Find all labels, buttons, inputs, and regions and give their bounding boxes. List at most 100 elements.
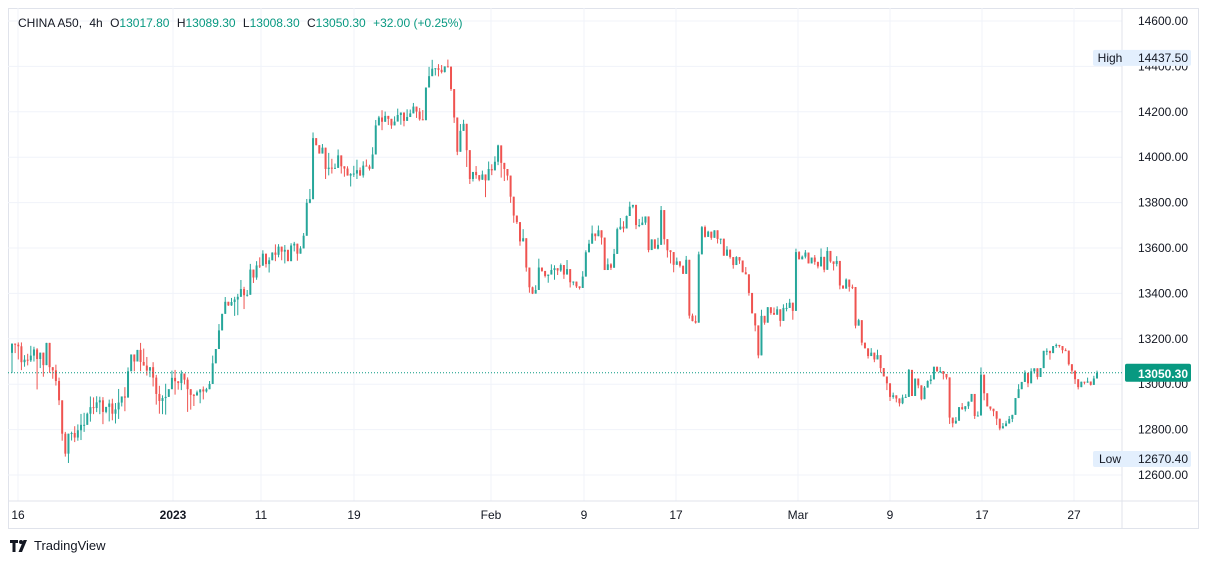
candle-body bbox=[732, 257, 735, 266]
candle-body bbox=[816, 261, 819, 267]
candle-body bbox=[399, 112, 402, 115]
candle-body bbox=[108, 403, 111, 407]
candle-body bbox=[964, 406, 967, 410]
candle-body bbox=[870, 352, 873, 357]
candle-body bbox=[67, 433, 70, 454]
x-tick-label: 27 bbox=[1067, 508, 1081, 522]
candle-body bbox=[766, 307, 769, 323]
candle-body bbox=[246, 294, 249, 296]
candle-body bbox=[939, 371, 942, 373]
candle-body bbox=[566, 269, 569, 275]
candle-body bbox=[983, 374, 986, 394]
change-value: +32.00 (+0.25%) bbox=[373, 16, 463, 30]
candle-body bbox=[293, 243, 296, 246]
brand-name: TradingView bbox=[34, 538, 106, 553]
candle-body bbox=[70, 433, 73, 435]
candle-body bbox=[277, 246, 280, 255]
candle-body bbox=[509, 175, 512, 197]
candle-body bbox=[704, 227, 707, 237]
candle-body bbox=[1058, 344, 1061, 347]
candle-body bbox=[1086, 381, 1089, 383]
candle-body bbox=[954, 420, 957, 424]
candle-body bbox=[776, 309, 779, 315]
candle-body bbox=[788, 302, 791, 308]
candle-body bbox=[48, 342, 51, 368]
candle-body bbox=[89, 407, 92, 414]
candle-body bbox=[638, 225, 641, 227]
candle-body bbox=[522, 238, 525, 242]
candle-body bbox=[813, 257, 816, 262]
candle-body bbox=[575, 281, 578, 287]
candle-body bbox=[572, 281, 575, 283]
tradingview-brand[interactable]: TradingView bbox=[10, 538, 106, 553]
candle-body bbox=[669, 250, 672, 253]
candle-body bbox=[1011, 414, 1014, 419]
candle-body bbox=[851, 286, 854, 288]
candle-body bbox=[810, 257, 813, 264]
candle-body bbox=[180, 373, 183, 384]
candle-body bbox=[892, 395, 895, 397]
candle-body bbox=[807, 252, 810, 264]
candle-body bbox=[722, 238, 725, 256]
y-tick-label: 14600.00 bbox=[1138, 14, 1188, 28]
tradingview-logo-icon bbox=[10, 539, 27, 552]
candle-body bbox=[387, 115, 390, 119]
candle-body bbox=[352, 173, 355, 175]
candle-body bbox=[249, 269, 252, 295]
candle-body bbox=[823, 256, 826, 270]
candle-body bbox=[1042, 350, 1045, 369]
candle-body bbox=[625, 215, 628, 229]
price-chart[interactable]: 12600.0012800.0013000.0013200.0013400.00… bbox=[8, 8, 1199, 529]
candle-body bbox=[710, 231, 713, 238]
price-markers: 13050.30 High 14437.50 Low 12670.40 bbox=[1093, 49, 1191, 468]
candle-body bbox=[1017, 389, 1020, 399]
candle-body bbox=[600, 230, 603, 238]
candle-body bbox=[635, 204, 638, 226]
candle-body bbox=[581, 276, 584, 288]
interval-label[interactable]: 4h bbox=[89, 16, 103, 30]
high-marker-label: High bbox=[1098, 51, 1123, 65]
candle-body bbox=[619, 226, 622, 230]
candle-body bbox=[117, 402, 120, 410]
candle-body bbox=[942, 371, 945, 374]
open-value: O13017.80 bbox=[110, 16, 170, 30]
candle-body bbox=[412, 106, 415, 114]
candle-body bbox=[459, 130, 462, 152]
candle-body bbox=[1055, 344, 1058, 347]
candle-body bbox=[95, 402, 98, 409]
candle-body bbox=[769, 307, 772, 313]
candle-body bbox=[186, 379, 189, 390]
candle-body bbox=[374, 125, 377, 155]
x-axis[interactable]: 16 2023 11 19 Feb 9 17 Mar 9 17 27 bbox=[11, 508, 1081, 522]
candle-body bbox=[280, 246, 283, 252]
candle-body bbox=[177, 381, 180, 384]
candle-body bbox=[315, 138, 318, 146]
candle-body bbox=[519, 222, 522, 242]
candle-body bbox=[958, 407, 961, 421]
candle-body bbox=[421, 119, 424, 121]
y-axis[interactable]: 12600.0012800.0013000.0013200.0013400.00… bbox=[1138, 14, 1188, 482]
candle-body bbox=[365, 165, 368, 167]
candle-body bbox=[355, 170, 358, 174]
y-tick-label: 13600.00 bbox=[1138, 241, 1188, 255]
candle-body bbox=[446, 66, 449, 68]
low-value: L13008.30 bbox=[242, 16, 300, 30]
candle-body bbox=[258, 265, 261, 267]
candle-body bbox=[101, 400, 104, 412]
symbol-legend: CHINA A50, 4h O13017.80 H13089.30 L13008… bbox=[18, 16, 466, 30]
candle-body bbox=[349, 173, 352, 176]
candle-body bbox=[779, 309, 782, 321]
chart-frame bbox=[8, 8, 1199, 529]
candle-body bbox=[23, 359, 26, 363]
candle-body bbox=[92, 407, 95, 409]
candle-body bbox=[801, 256, 804, 260]
candle-body bbox=[327, 167, 330, 170]
candle-body bbox=[192, 394, 195, 396]
candle-body bbox=[860, 320, 863, 343]
candle-body bbox=[243, 289, 246, 296]
candle-body bbox=[152, 367, 155, 378]
symbol-name[interactable]: CHINA A50, bbox=[18, 16, 83, 30]
candle-body bbox=[123, 396, 126, 398]
candle-body bbox=[970, 393, 973, 402]
candle-body bbox=[1027, 372, 1030, 384]
